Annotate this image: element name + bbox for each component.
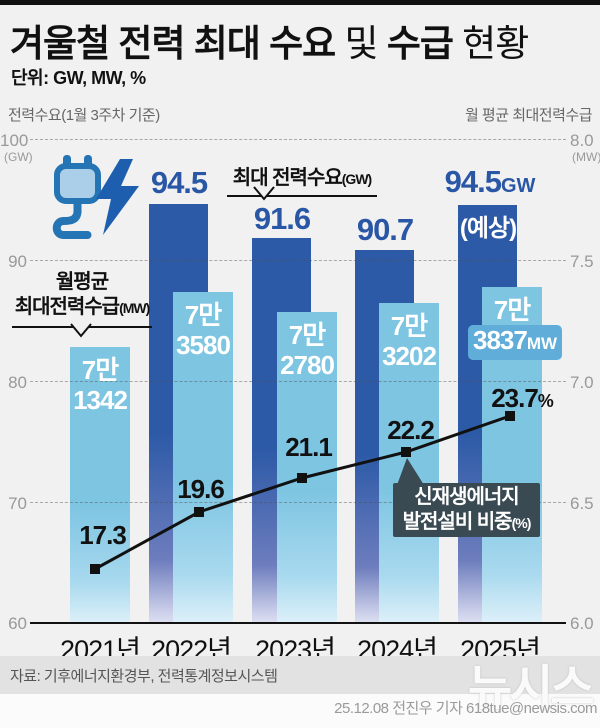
- supply-callout-unit: (MW): [119, 300, 150, 316]
- demand-value-2024: 90.7: [356, 212, 414, 247]
- line-value-2025: 23.7%: [472, 383, 572, 414]
- supply-callout-line2: 최대전력수급: [14, 296, 120, 318]
- supply-2025-line1: 7만: [493, 295, 531, 325]
- plug-icon: [52, 155, 101, 239]
- right-tick-7.5: 7.5: [570, 252, 594, 271]
- supply-callout-caret: [70, 323, 92, 338]
- left-tick-90: 90: [8, 252, 27, 271]
- supply-2024-line2: 3202: [382, 341, 437, 371]
- demand-value-2023: 91.6: [253, 201, 311, 236]
- source-credit: 자료: 기후에너지환경부, 전력통계정보시스템: [10, 668, 278, 685]
- lightning-bolt-icon: [96, 159, 139, 235]
- footer-white-strip: [0, 694, 600, 728]
- renewable-callout-unit: (%): [511, 515, 532, 531]
- line-value-2022: 19.6: [177, 474, 225, 504]
- supply-2023-line1: 7만: [288, 320, 326, 350]
- supply-value-2024: 7만 3202: [379, 311, 439, 371]
- title-regular-2: 현황: [452, 23, 529, 64]
- line-value-2025-number: 23.7: [491, 383, 539, 413]
- supply-2023-line2: 2780: [280, 350, 335, 380]
- electricity-icons: [52, 155, 139, 239]
- title-bold-2: 수급: [386, 23, 454, 64]
- line-value-2024: 22.2: [387, 415, 435, 445]
- renewable-callout-line1: 신재생에너지: [414, 486, 519, 508]
- units-label: 단위: GW, MW, %: [11, 68, 146, 88]
- left-tick-70: 70: [8, 494, 27, 513]
- demand-callout-label: 최대 전력수요: [232, 167, 343, 189]
- demand-callout-caret: [253, 186, 275, 201]
- demand-callout-unit: (GW): [341, 171, 372, 187]
- line-value-2023: 21.1: [285, 432, 333, 462]
- supply-callout-line1: 월평균: [55, 271, 109, 293]
- right-tick-6.5: 6.5: [570, 494, 594, 513]
- supply-value-2023: 7만 2780: [277, 320, 337, 380]
- supply-2022-line2: 3580: [176, 330, 231, 360]
- left-axis-header: 전력수요(1월 3주차 기준): [8, 107, 160, 124]
- top-rule: [0, 0, 600, 5]
- left-tick-100: 100: [0, 131, 29, 150]
- x-axis-line: [30, 622, 566, 624]
- right-axis-header: 월 평균 최대전력수급: [464, 107, 593, 124]
- demand-note-2025: (예상): [459, 215, 517, 242]
- gridline-90: [30, 260, 566, 261]
- renewable-callout-line2: 발전설비 비중: [402, 511, 513, 533]
- newsis-watermark: 뉴시스: [468, 662, 594, 715]
- left-tick-60: 60: [8, 614, 27, 633]
- supply-2024-line1: 7만: [390, 311, 428, 341]
- line-value-2021: 17.3: [79, 520, 127, 550]
- demand-value-2022: 94.5: [150, 165, 208, 200]
- page-title: 겨울철 전력 최대 수요 및 수급 현황: [10, 13, 590, 67]
- gridline-100: [30, 139, 566, 140]
- right-tick-8.0: 8.0: [570, 131, 594, 150]
- supply-2021-line2: 1342: [73, 385, 128, 415]
- right-tick-6.0: 6.0: [570, 614, 594, 633]
- footer-band: [0, 656, 600, 694]
- demand-callout: 최대 전력수요(GW): [227, 161, 377, 197]
- title-regular-1: 및: [335, 23, 387, 64]
- demand-value-2025: 94.5GW: [434, 164, 546, 200]
- supply-2022-line1: 7만: [184, 300, 222, 330]
- supply-2021-line1: 7만: [81, 355, 119, 385]
- left-tick-80: 80: [8, 373, 27, 392]
- renewable-callout-pointer: [397, 458, 424, 485]
- gridline-80: [30, 381, 566, 382]
- right-tick-7.0: 7.0: [570, 373, 594, 392]
- reporter-credit: 25.12.08 전진우 기자 618tue@newsis.com: [334, 700, 597, 717]
- right-axis-unit: (MW): [572, 150, 600, 164]
- supply-value-2021: 7만 1342: [70, 355, 130, 415]
- supply-2025-unit: MW: [526, 334, 558, 353]
- title-bold-1: 겨울철 전력 최대 수요: [10, 23, 336, 64]
- demand-value-2025-number: 94.5: [444, 164, 502, 199]
- left-axis-unit: (GW): [4, 150, 33, 164]
- supply-value-2025: 7만 3837MW: [468, 295, 563, 360]
- line-value-2025-unit: %: [537, 391, 554, 411]
- demand-value-2025-unit: GW: [500, 175, 536, 197]
- supply-value-2022: 7만 3580: [173, 300, 233, 360]
- supply-2025-badge: 3837MW: [468, 325, 563, 360]
- supply-2025-line2: 3837: [473, 325, 528, 355]
